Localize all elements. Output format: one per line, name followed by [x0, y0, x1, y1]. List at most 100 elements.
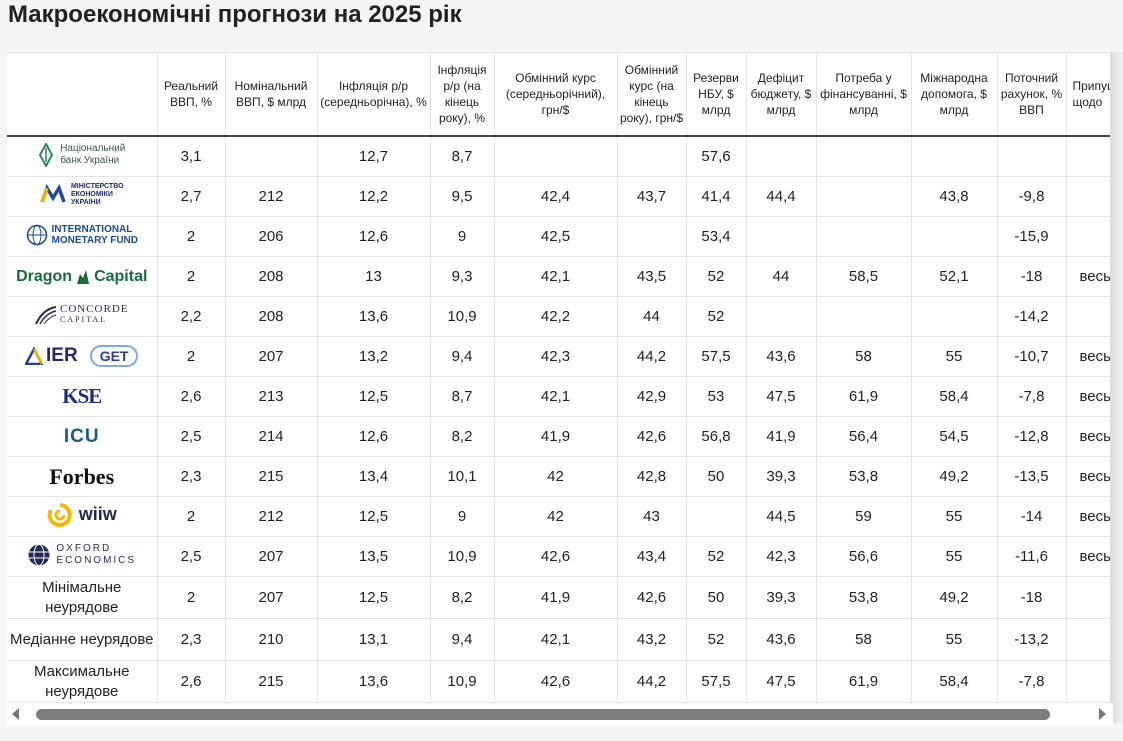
cell-fx-eoy: 42,8 [617, 456, 687, 497]
cell-fx-eoy: 44 [617, 296, 687, 337]
scroll-thumb[interactable] [36, 709, 1050, 720]
ier-triangle-icon [25, 346, 44, 365]
cell-current-account: -12,8 [997, 416, 1067, 457]
cell-financing-need: 56,4 [816, 416, 912, 457]
cell-fx-avg: 42,5 [494, 216, 618, 257]
cell-nbu-reserves: 57,5 [686, 336, 747, 377]
cell-assumption [1066, 576, 1113, 619]
cell-current-account: -14,2 [997, 296, 1067, 337]
cell-current-account: -15,9 [997, 216, 1067, 257]
cell-real-gdp: 2 [157, 576, 226, 619]
table-row: OXFORD ECONOMICS 2,5 207 13,5 10,9 42,6 43,4 52… [7, 536, 1113, 577]
cell-inflation-eoy: 10,1 [430, 456, 495, 497]
cell-financing-need: 56,6 [816, 536, 912, 577]
cell-intl-aid [911, 136, 998, 177]
cell-nominal-gdp: 213 [225, 376, 318, 417]
cell-assumption [1066, 216, 1113, 257]
cell-nbu-reserves: 56,8 [686, 416, 747, 457]
oxford-globe-icon [28, 543, 50, 566]
cell-intl-aid [911, 216, 998, 257]
cell-intl-aid: 52,1 [911, 256, 998, 297]
cell-fx-avg: 42,1 [494, 256, 618, 297]
cell-fx-eoy: 43,2 [617, 618, 687, 661]
cell-inflation-eoy: 10,9 [430, 536, 495, 577]
cell-intl-aid: 54,5 [911, 416, 998, 457]
source-logo-dragon-capital: Dragon Capital [7, 256, 158, 297]
cell-financing-need: 61,9 [816, 376, 912, 417]
summary-label-median: Медіанне неурядове [7, 618, 158, 661]
cell-nominal-gdp: 207 [225, 576, 318, 619]
wiiw-ring-icon [47, 502, 72, 527]
table-row: INTERNATIONAL MONETARY FUND 2 206 12,6 9 42,5… [7, 216, 1113, 257]
cell-real-gdp: 2,6 [157, 660, 226, 703]
cell-real-gdp: 2 [157, 496, 226, 537]
cell-nominal-gdp: 215 [225, 660, 318, 703]
forecast-table: Реальний ВВП, % Номінальний ВВП, $ млрд … [7, 52, 1113, 703]
table-row: wiiw 2 212 12,5 9 42 43 44,5 59 55 -14 весь [7, 496, 1113, 537]
cell-financing-need [816, 216, 912, 257]
cell-real-gdp: 2 [157, 336, 226, 377]
cell-inflation-avg: 12,5 [317, 496, 431, 537]
cell-real-gdp: 2,7 [157, 176, 226, 217]
table-row: KSE 2,6 213 12,5 8,7 42,1 42,9 53 47,5 61,9 58,4-… [7, 376, 1113, 417]
cell-fx-avg: 42,6 [494, 660, 618, 703]
cell-budget-deficit: 43,6 [746, 336, 817, 377]
ier-logo-text: IER [46, 344, 78, 366]
cell-assumption: весь [1066, 336, 1113, 377]
nbu-logo-line1: Національний [60, 142, 126, 154]
col-header-financing-need: Потреба у фінансуванні, $ млрд [816, 52, 912, 137]
scroll-right-arrow-icon[interactable] [1099, 708, 1106, 720]
cell-budget-deficit: 44,5 [746, 496, 817, 537]
cell-nominal-gdp: 212 [225, 496, 318, 537]
cell-nominal-gdp: 207 [225, 336, 318, 377]
horizontal-scrollbar[interactable] [7, 703, 1113, 725]
col-header-budget-deficit: Дефіцит бюджету, $ млрд [746, 52, 817, 137]
col-header-real-gdp: Реальний ВВП, % [157, 52, 226, 137]
cell-inflation-avg: 13,5 [317, 536, 431, 577]
cell-inflation-eoy: 8,7 [430, 136, 495, 177]
kse-logo-text: KSE [62, 384, 102, 408]
concorde-logo-line1: CONCORDE [59, 303, 129, 316]
cell-budget-deficit: 47,5 [746, 376, 817, 417]
cell-nbu-reserves [686, 496, 747, 537]
cell-budget-deficit: 44 [746, 256, 817, 297]
cell-inflation-eoy: 9,4 [430, 618, 495, 661]
source-logo-nbu: Національний банк України [7, 136, 158, 177]
cell-fx-eoy: 43 [617, 496, 687, 537]
cell-fx-eoy: 43,5 [617, 256, 687, 297]
cell-intl-aid: 55 [911, 536, 998, 577]
cell-assumption [1066, 136, 1113, 177]
cell-budget-deficit: 43,6 [746, 618, 817, 661]
cell-assumption [1066, 660, 1113, 703]
cell-inflation-avg: 12,6 [317, 216, 431, 257]
mineconomy-m-icon [40, 184, 66, 203]
col-header-fx-avg: Обмінний курс (середньорічний), грн/$ [494, 52, 618, 137]
cell-fx-eoy: 44,2 [617, 660, 687, 703]
cell-nbu-reserves: 50 [686, 456, 747, 497]
cell-assumption: весь [1066, 256, 1113, 297]
cell-nbu-reserves: 53,4 [686, 216, 747, 257]
table-header-row: Реальний ВВП, % Номінальний ВВП, $ млрд … [7, 52, 1113, 137]
cell-assumption: весь [1066, 416, 1113, 457]
cell-nbu-reserves: 57,5 [686, 660, 747, 703]
cell-intl-aid: 55 [911, 336, 998, 377]
cell-intl-aid: 55 [911, 496, 998, 537]
cell-nominal-gdp: 212 [225, 176, 318, 217]
cell-inflation-avg: 12,6 [317, 416, 431, 457]
cell-financing-need: 53,8 [816, 456, 912, 497]
scroll-left-arrow-icon[interactable] [12, 708, 19, 720]
cell-budget-deficit: 42,3 [746, 536, 817, 577]
cell-inflation-avg: 13,2 [317, 336, 431, 377]
cell-budget-deficit: 44,4 [746, 176, 817, 217]
forecast-table-container[interactable]: Реальний ВВП, % Номінальний ВВП, $ млрд … [7, 52, 1113, 723]
cell-assumption: весь [1066, 536, 1113, 577]
cell-inflation-eoy: 8,7 [430, 376, 495, 417]
cell-budget-deficit [746, 216, 817, 257]
cell-current-account: -9,8 [997, 176, 1067, 217]
cell-nominal-gdp: 214 [225, 416, 318, 457]
forbes-logo-text: Forbes [49, 463, 115, 489]
cell-nominal-gdp: 208 [225, 296, 318, 337]
cell-real-gdp: 2,2 [157, 296, 226, 337]
source-logo-icu: ICU [7, 416, 158, 457]
cell-assumption [1066, 618, 1113, 661]
